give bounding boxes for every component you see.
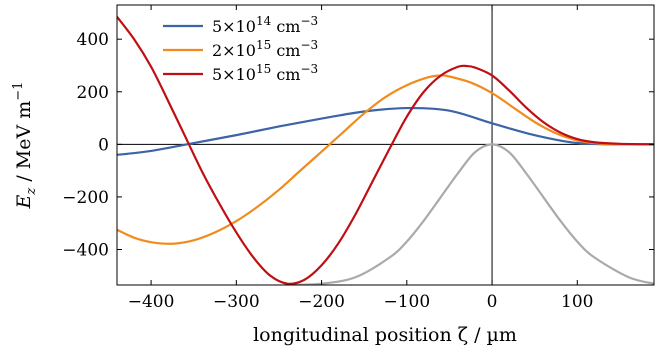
y-axis-title-symbol: E	[13, 194, 35, 209]
y-axis-title-subscript: z	[24, 188, 39, 196]
x-tick-label: −100	[383, 292, 430, 312]
y-tick-label: −400	[62, 241, 109, 261]
x-tick-label: −400	[128, 292, 175, 312]
legend-label: 5×1014 cm−3	[212, 14, 318, 36]
y-axis-title-unit: / MeV m	[13, 101, 35, 188]
reference-curve	[287, 143, 654, 285]
legend-item-2: 2×1015 cm−3	[163, 38, 318, 60]
series-line-1	[117, 106, 654, 156]
x-tick-label: 100	[561, 292, 593, 312]
x-tick-label: −300	[213, 292, 260, 312]
series-layer	[117, 16, 654, 285]
plot-frame	[116, 4, 655, 286]
series-line-2	[117, 74, 654, 245]
legend: 5×1014 cm−32×1015 cm−35×1015 cm−3	[163, 14, 318, 84]
y-tick-label: 0	[98, 135, 109, 155]
legend-label: 5×1015 cm−3	[212, 62, 318, 84]
series-line-3	[117, 16, 654, 285]
x-tick-label: 0	[487, 292, 498, 312]
y-axis-title-unit-exponent: −1	[11, 82, 26, 101]
x-axis-title: longitudinal position ζ / µm	[253, 324, 517, 346]
y-axis-title: Ez / MeV m−1	[11, 82, 39, 210]
y-tick-label: 400	[77, 30, 109, 50]
x-tick-label: −200	[298, 292, 345, 312]
ticks-layer: −400 −300 −200 −100 0 100 −400 −200 0 200 400	[62, 5, 654, 312]
legend-item-3: 5×1015 cm−3	[163, 62, 318, 84]
y-tick-label: 200	[77, 83, 109, 103]
legend-item-1: 5×1014 cm−3	[163, 14, 318, 36]
plot-area	[117, 5, 654, 285]
legend-label: 2×1015 cm−3	[212, 38, 318, 60]
y-tick-label: −200	[62, 188, 109, 208]
